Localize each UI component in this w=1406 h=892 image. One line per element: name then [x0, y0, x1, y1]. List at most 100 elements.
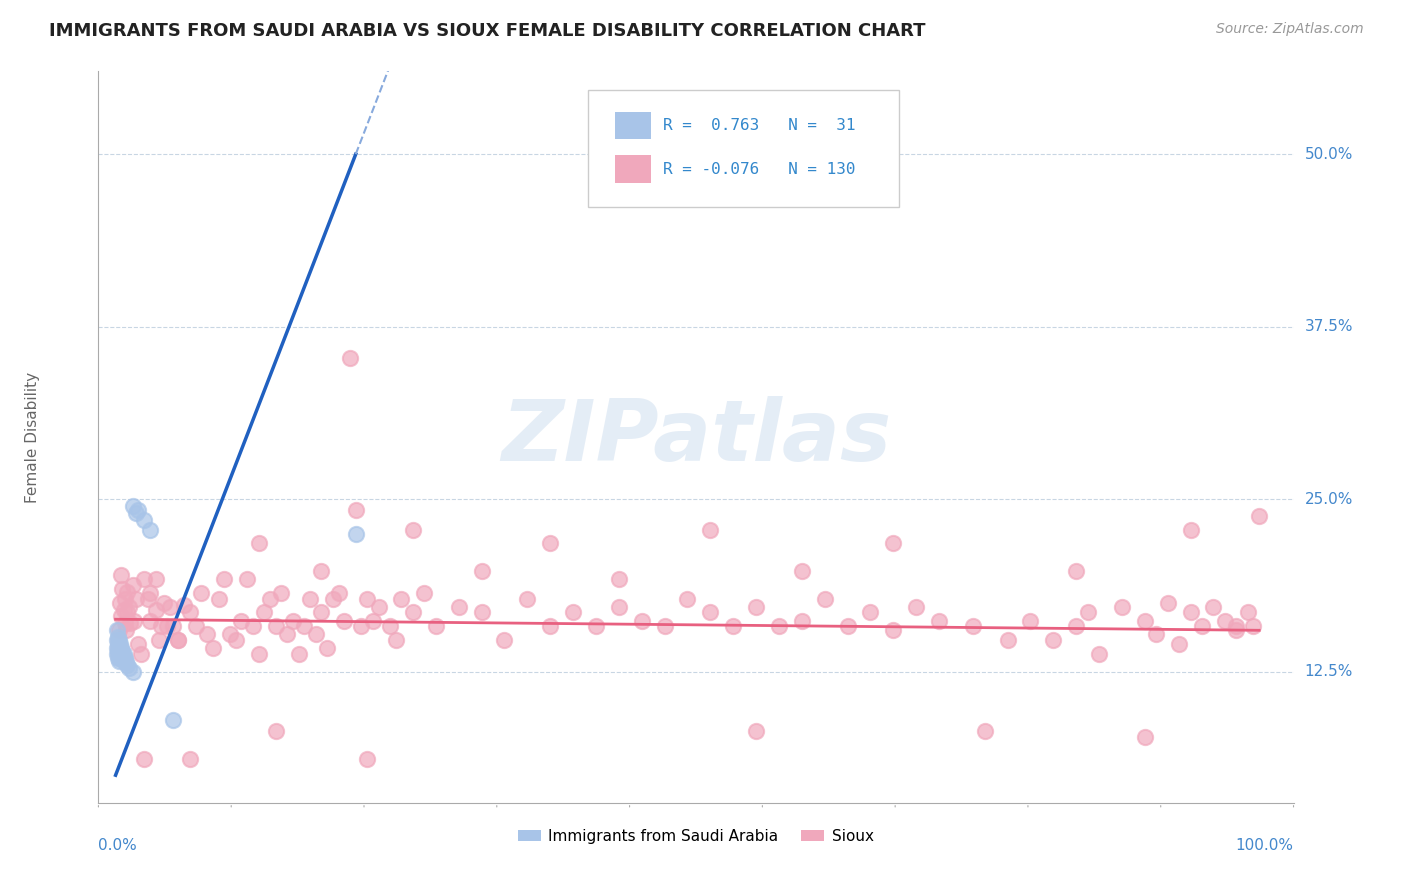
Point	[152, 596, 174, 610]
Point	[129, 647, 152, 661]
Point	[1133, 614, 1156, 628]
Point	[150, 619, 173, 633]
Point	[270, 586, 292, 600]
Point	[247, 536, 270, 550]
Point	[305, 627, 328, 641]
Point	[344, 526, 367, 541]
Point	[447, 599, 470, 614]
Point	[127, 637, 149, 651]
Point	[212, 572, 235, 586]
Point	[108, 647, 131, 661]
Point	[470, 564, 492, 578]
Text: 12.5%: 12.5%	[1305, 665, 1353, 679]
Point	[721, 619, 744, 633]
Point	[139, 614, 162, 628]
Point	[108, 624, 131, 638]
Point	[110, 568, 132, 582]
Point	[145, 602, 167, 616]
Point	[167, 632, 190, 647]
Point	[110, 648, 132, 662]
Point	[112, 602, 135, 616]
Point	[928, 614, 950, 628]
Point	[115, 584, 138, 599]
Point	[538, 536, 561, 550]
Point	[322, 591, 344, 606]
Point	[134, 513, 156, 527]
Point	[384, 632, 406, 647]
Point	[118, 599, 141, 614]
Point	[1236, 605, 1258, 619]
Point	[356, 751, 378, 765]
Point	[148, 632, 170, 647]
Point	[607, 599, 630, 614]
Point	[790, 614, 813, 628]
Point	[179, 605, 201, 619]
Text: 25.0%: 25.0%	[1305, 491, 1353, 507]
Point	[1168, 637, 1191, 651]
Point	[316, 641, 339, 656]
Point	[276, 627, 298, 641]
Text: IMMIGRANTS FROM SAUDI ARABIA VS SIOUX FEMALE DISABILITY CORRELATION CHART: IMMIGRANTS FROM SAUDI ARABIA VS SIOUX FE…	[49, 22, 925, 40]
Point	[107, 637, 129, 651]
Point	[391, 591, 413, 606]
Text: 50.0%: 50.0%	[1305, 146, 1353, 161]
Point	[402, 523, 425, 537]
Point	[361, 614, 384, 628]
Text: 0.0%: 0.0%	[98, 838, 138, 853]
Point	[190, 586, 212, 600]
Point	[562, 605, 585, 619]
Point	[402, 605, 425, 619]
Point	[264, 619, 287, 633]
Point	[962, 619, 984, 633]
Point	[108, 637, 131, 651]
FancyBboxPatch shape	[589, 90, 900, 207]
Point	[494, 632, 516, 647]
Point	[114, 591, 136, 606]
Point	[108, 654, 131, 668]
Point	[378, 619, 401, 633]
Point	[1133, 730, 1156, 744]
Point	[367, 599, 389, 614]
Text: R =  0.763   N =  31: R = 0.763 N = 31	[662, 118, 855, 133]
Point	[122, 614, 145, 628]
Point	[339, 351, 361, 366]
Bar	[614, 112, 651, 139]
Point	[108, 651, 131, 665]
Point	[114, 651, 136, 665]
Point	[413, 586, 436, 600]
Point	[859, 605, 882, 619]
Point	[1111, 599, 1133, 614]
Point	[699, 605, 721, 619]
Point	[121, 578, 143, 592]
Text: ZIPatlas: ZIPatlas	[501, 395, 891, 479]
Point	[173, 599, 195, 613]
Point	[105, 647, 128, 661]
Point	[585, 619, 607, 633]
Point	[1042, 632, 1064, 647]
Point	[105, 632, 128, 647]
Point	[125, 591, 148, 606]
Point	[311, 605, 333, 619]
Text: Female Disability: Female Disability	[25, 371, 41, 503]
Point	[111, 582, 134, 596]
Point	[242, 619, 264, 633]
Point	[195, 627, 218, 641]
Point	[120, 616, 142, 631]
Point	[110, 641, 132, 656]
Point	[201, 641, 224, 656]
Point	[225, 632, 247, 647]
Point	[837, 619, 859, 633]
Point	[676, 591, 699, 606]
Point	[115, 605, 138, 619]
Point	[134, 572, 156, 586]
Point	[108, 632, 131, 647]
Point	[997, 632, 1019, 647]
Point	[905, 599, 928, 614]
Bar	[614, 155, 651, 183]
Point	[179, 751, 201, 765]
Point	[156, 619, 179, 633]
Point	[1088, 647, 1111, 661]
Point	[699, 523, 721, 537]
Point	[538, 619, 561, 633]
Point	[516, 591, 538, 606]
